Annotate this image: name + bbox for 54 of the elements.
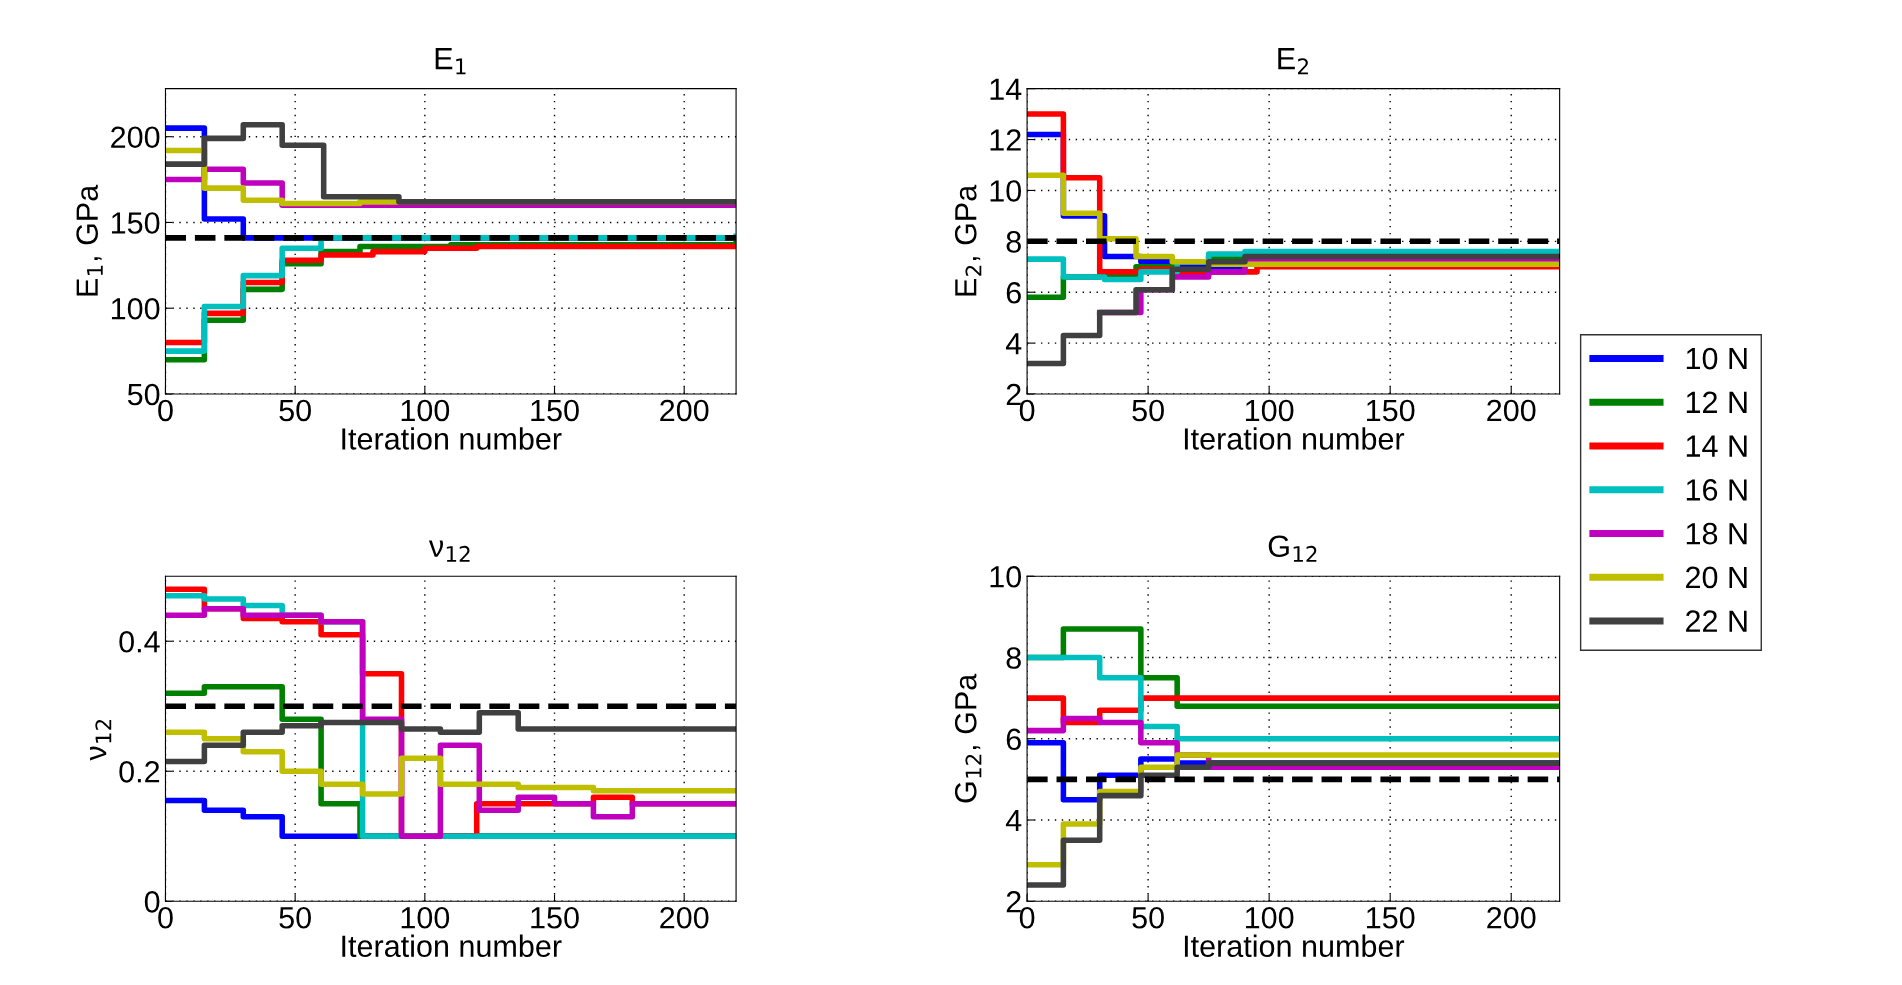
chart-title: E$_{1}$ xyxy=(435,48,466,75)
y-tick-label: 2 xyxy=(1006,891,1021,913)
x-tick-label: 150 xyxy=(531,906,579,929)
x-tick-label: 200 xyxy=(1487,906,1536,929)
chart-title: ν$_{12}$ xyxy=(428,540,470,562)
x-tick-label: 50 xyxy=(1132,906,1164,929)
y-tick-label: 10 xyxy=(990,180,1022,202)
y-tick-label: 50 xyxy=(127,383,160,406)
x-axis-title: Iteration number xyxy=(1184,427,1405,450)
x-tick-label: 150 xyxy=(1367,399,1415,422)
x-tick-label: 100 xyxy=(1245,906,1294,929)
x-axis-title: Iteration number xyxy=(342,934,562,958)
y-axis-title: ν$_{12}$ xyxy=(90,719,112,761)
y-tick-label: 8 xyxy=(1006,647,1021,669)
x-tick-label: 100 xyxy=(1245,399,1294,422)
x-tick-label: 50 xyxy=(279,906,311,929)
legend-label: 16 N xyxy=(1686,479,1747,501)
y-axis-title: E$_{1}$, GPa xyxy=(76,184,103,296)
y-axis-title: G$_{12}$, GPa xyxy=(954,673,982,803)
x-tick-label: 50 xyxy=(279,399,311,422)
y-tick-label: 14 xyxy=(990,78,1022,100)
x-axis-title: Iteration number xyxy=(1184,934,1405,958)
y-tick-label: 12 xyxy=(990,129,1021,151)
x-tick-label: 150 xyxy=(1367,906,1415,929)
y-tick-label: 2 xyxy=(1006,383,1021,406)
y-tick-label: 200 xyxy=(111,126,160,149)
x-tick-label: 100 xyxy=(401,399,450,422)
y-tick-label: 10 xyxy=(990,565,1022,588)
legend-label: 12 N xyxy=(1686,391,1747,413)
y-tick-label: 6 xyxy=(1006,281,1021,304)
legend-label: 20 N xyxy=(1686,566,1747,589)
legend-label: 18 N xyxy=(1686,522,1747,545)
legend-label: 10 N xyxy=(1686,347,1747,370)
y-tick-label: 4 xyxy=(1005,333,1022,355)
x-axis-title: Iteration number xyxy=(342,427,562,450)
y-tick-label: 0.2 xyxy=(119,760,160,783)
x-tick-label: 200 xyxy=(660,399,709,422)
y-tick-label: 150 xyxy=(111,212,160,234)
legend-label: 22 N xyxy=(1686,610,1747,632)
y-axis-title: E$_{2}$, GPa xyxy=(954,184,982,296)
y-tick-label: 4 xyxy=(1005,810,1022,832)
x-tick-label: 150 xyxy=(531,399,579,422)
y-tick-label: 0.4 xyxy=(119,630,160,653)
y-tick-label: 8 xyxy=(1006,231,1021,253)
y-tick-label: 100 xyxy=(111,297,160,320)
chart-title: G$_{12}$ xyxy=(1268,535,1317,562)
y-tick-label: 0 xyxy=(144,891,160,913)
y-tick-label: 6 xyxy=(1006,728,1021,751)
x-tick-label: 100 xyxy=(401,906,450,929)
x-tick-label: 200 xyxy=(1487,399,1536,422)
legend-label: 14 N xyxy=(1686,435,1747,457)
x-tick-label: 50 xyxy=(1132,399,1164,422)
chart-title: E$_{2}$ xyxy=(1278,48,1308,75)
x-tick-label: 200 xyxy=(660,906,709,929)
